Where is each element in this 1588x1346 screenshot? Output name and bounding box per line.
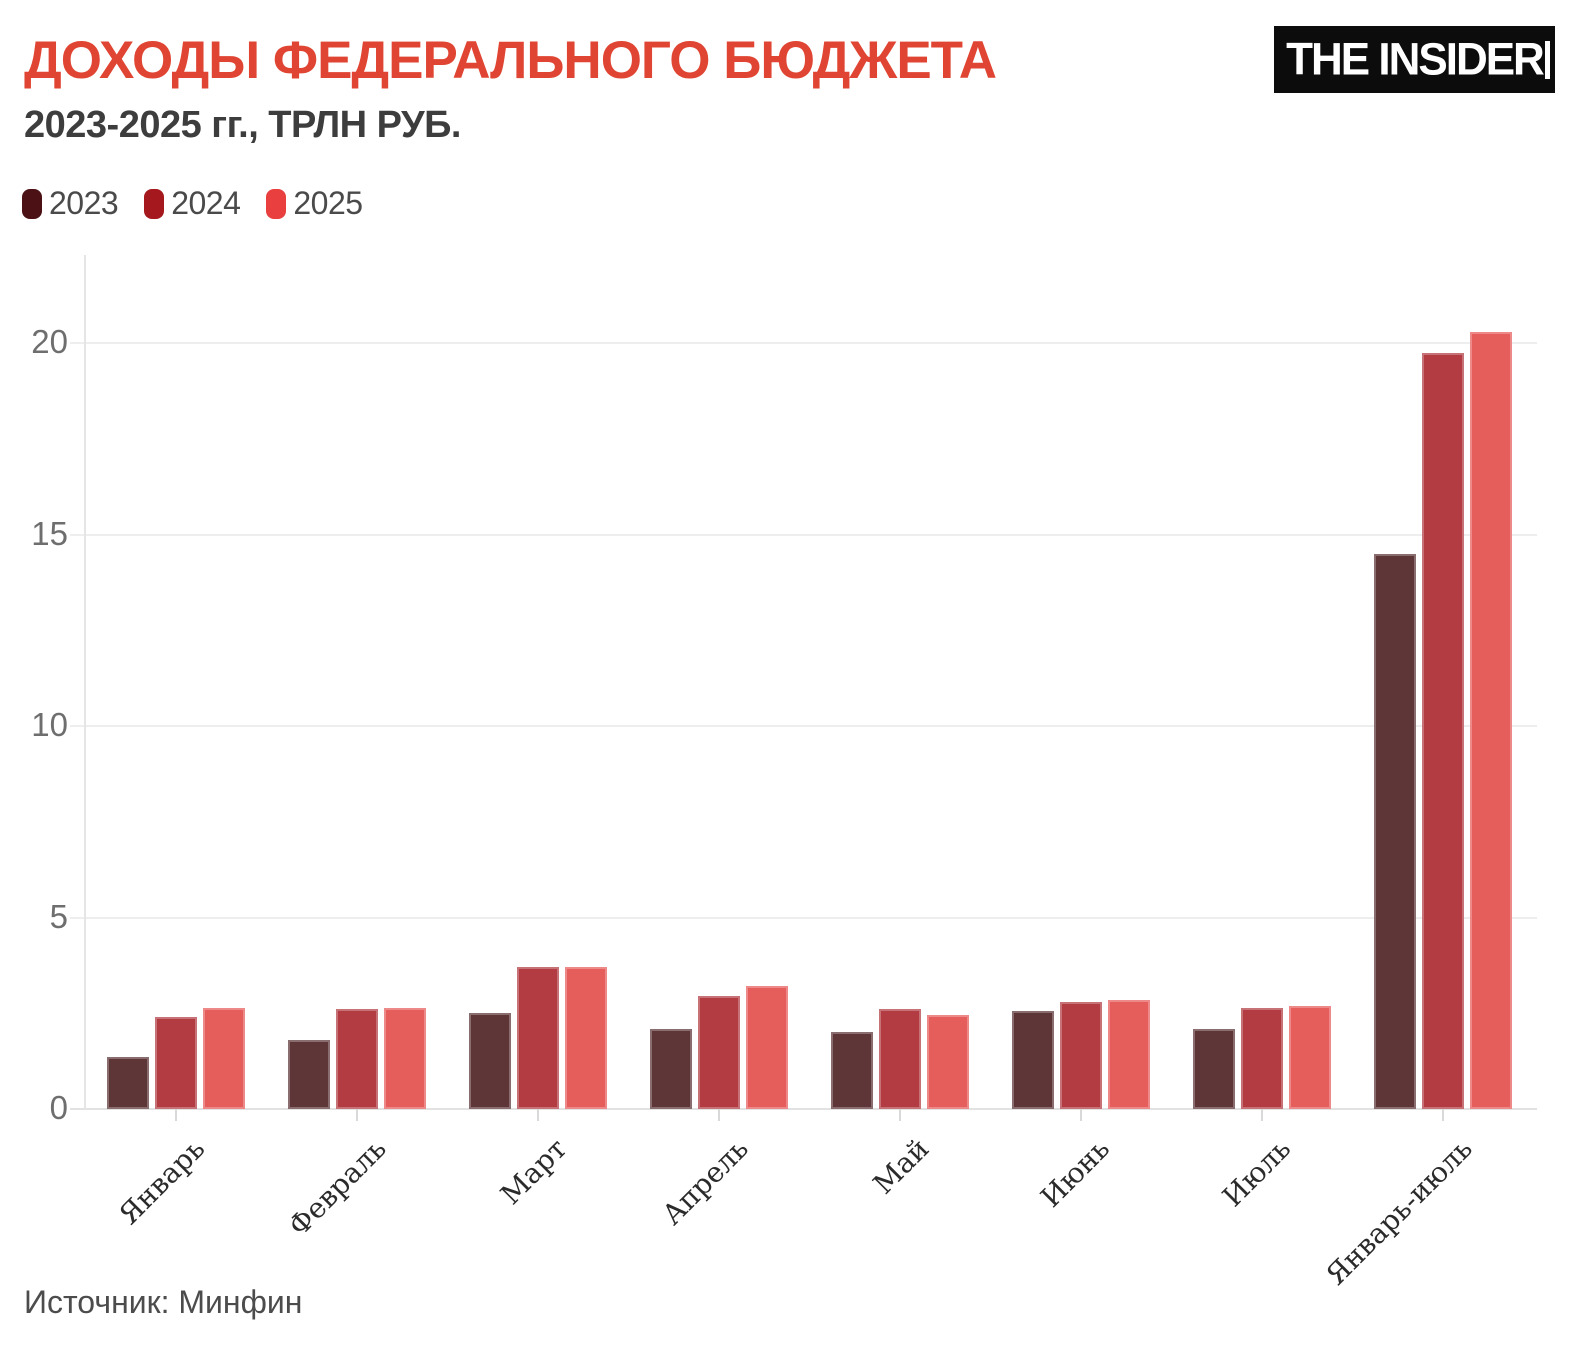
x-tick-Февраль — [356, 1109, 358, 1121]
bar-2025-Май — [927, 1015, 969, 1109]
x-tick-Март — [537, 1109, 539, 1121]
the-insider-logo: THE INSIDER — [1274, 26, 1555, 93]
bar-2023-Январь-июль — [1374, 554, 1416, 1109]
bar-2024-Июнь — [1060, 1002, 1102, 1109]
x-tick-Май — [899, 1109, 901, 1121]
x-label-Январь: Январь — [112, 1132, 212, 1231]
legend-label: 2024 — [171, 185, 241, 221]
logo-text: THE INSIDER — [1286, 33, 1545, 85]
gridline-0 — [70, 1108, 1537, 1110]
y-tick-label-20: 20 — [31, 323, 68, 360]
bar-2024-Апрель — [698, 996, 740, 1109]
bar-2025-Январь-июль — [1470, 332, 1512, 1109]
x-tick-Июнь — [1080, 1109, 1082, 1121]
x-label-Июнь: Июнь — [1034, 1132, 1117, 1214]
bar-2025-Июль — [1289, 1006, 1331, 1109]
gridline-10 — [70, 725, 1537, 727]
source-note: Источник: Минфин — [24, 1284, 303, 1320]
x-label-Июль: Июль — [1216, 1132, 1298, 1214]
bar-2023-Июль — [1193, 1029, 1235, 1109]
bar-2023-Май — [831, 1032, 873, 1109]
bar-2023-Январь — [107, 1057, 149, 1109]
chart-legend: 2023 2024 2025 — [22, 185, 363, 222]
y-tick-label-10: 10 — [31, 706, 68, 743]
y-tick-label-5: 5 — [49, 897, 68, 935]
x-tick-Июль — [1261, 1109, 1263, 1121]
x-label-Май: Май — [866, 1132, 936, 1201]
legend-item: 2023 — [22, 185, 119, 222]
x-tick-Январь — [175, 1109, 177, 1121]
y-tick-label-15: 15 — [31, 514, 68, 552]
legend-label: 2023 — [49, 185, 119, 221]
x-label-Январь-июль: Январь-июль — [1318, 1132, 1479, 1292]
bar-2024-Январь — [155, 1017, 197, 1109]
y-tick-label-0: 0 — [49, 1089, 68, 1126]
bar-2023-Март — [469, 1013, 511, 1109]
legend-label: 2025 — [293, 185, 363, 221]
x-tick-Апрель — [718, 1109, 720, 1121]
bar-2024-Май — [879, 1009, 921, 1109]
bar-2024-Январь-июль — [1422, 353, 1464, 1109]
gridline-15 — [70, 533, 1537, 536]
logo-cursor-bar — [1545, 41, 1550, 79]
bar-2025-Апрель — [746, 986, 788, 1109]
legend-item: 2024 — [144, 185, 241, 222]
x-label-Апрель: Апрель — [655, 1132, 755, 1232]
legend-swatch — [144, 188, 165, 219]
bar-2024-Февраль — [336, 1009, 378, 1109]
chart-subtitle: 2023-2025 гг., ТРЛН РУБ. — [24, 104, 462, 146]
bar-2025-Январь — [203, 1008, 245, 1109]
bar-2024-Март — [517, 967, 559, 1109]
x-label-Февраль: Февраль — [281, 1132, 393, 1243]
x-tick-Январь-июль — [1442, 1109, 1444, 1121]
chart-title: ДОХОДЫ ФЕДЕРАЛЬНОГО БЮДЖЕТА — [24, 31, 997, 90]
y-axis-line — [84, 255, 86, 1109]
bar-2023-Апрель — [650, 1029, 692, 1109]
gridline-5 — [70, 916, 1537, 919]
x-label-Март: Март — [494, 1132, 574, 1212]
bar-2023-Февраль — [288, 1040, 330, 1109]
legend-item: 2025 — [266, 185, 363, 222]
legend-swatch — [22, 188, 42, 219]
bar-2025-Июнь — [1108, 1000, 1150, 1109]
legend-swatch — [266, 188, 287, 219]
bar-2025-Март — [565, 967, 607, 1109]
gridline-20 — [70, 342, 1537, 344]
bar-2025-Февраль — [384, 1008, 426, 1109]
bar-2023-Июнь — [1012, 1011, 1054, 1109]
bar-2024-Июль — [1241, 1008, 1283, 1109]
